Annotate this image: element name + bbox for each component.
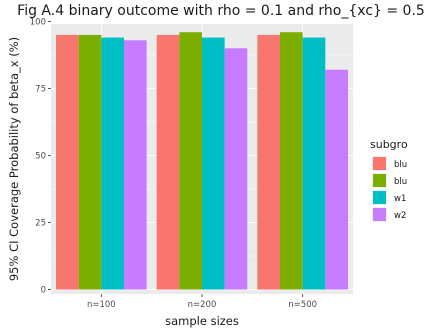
bar xyxy=(56,34,79,290)
bar xyxy=(302,37,326,290)
x-tick-label: n=200 xyxy=(188,300,217,310)
legend-key xyxy=(373,157,386,170)
y-axis-ticks: 0 25 50 75 100 xyxy=(30,18,51,296)
y-tick-label: 100 xyxy=(30,18,46,28)
legend-label: w2 xyxy=(394,211,406,221)
legend-title: subgro xyxy=(370,138,408,151)
y-axis-title: 95% CI Coverage Probability of beta_x (%… xyxy=(7,37,21,281)
y-tick-label: 50 xyxy=(35,152,46,162)
bar xyxy=(202,37,225,290)
x-tick-label: n=500 xyxy=(288,300,317,310)
x-axis-ticks: n=100 n=200 n=500 xyxy=(87,294,317,310)
legend: subgro blu blu w1 w2 xyxy=(370,138,408,222)
legend-key xyxy=(373,208,386,221)
y-tick-label: 0 xyxy=(41,286,46,296)
x-tick-label: n=100 xyxy=(87,300,116,310)
x-axis-title: sample sizes xyxy=(165,314,239,328)
legend-label: w1 xyxy=(394,194,406,204)
legend-key xyxy=(373,191,386,204)
bar xyxy=(123,40,147,290)
legend-label: blu xyxy=(394,160,407,170)
bar xyxy=(179,32,202,290)
y-tick-label: 25 xyxy=(35,219,46,229)
bar xyxy=(224,48,248,290)
bar xyxy=(101,37,124,290)
legend-key xyxy=(373,174,386,187)
legend-label: blu xyxy=(394,177,407,187)
chart-title: Fig A.4 binary outcome with rho = 0.1 an… xyxy=(17,3,425,19)
bar xyxy=(257,34,281,290)
bar xyxy=(78,34,102,290)
bar xyxy=(325,69,348,290)
y-tick-label: 75 xyxy=(35,85,46,95)
bar xyxy=(156,34,180,290)
bars xyxy=(56,32,348,290)
bar xyxy=(280,32,303,290)
